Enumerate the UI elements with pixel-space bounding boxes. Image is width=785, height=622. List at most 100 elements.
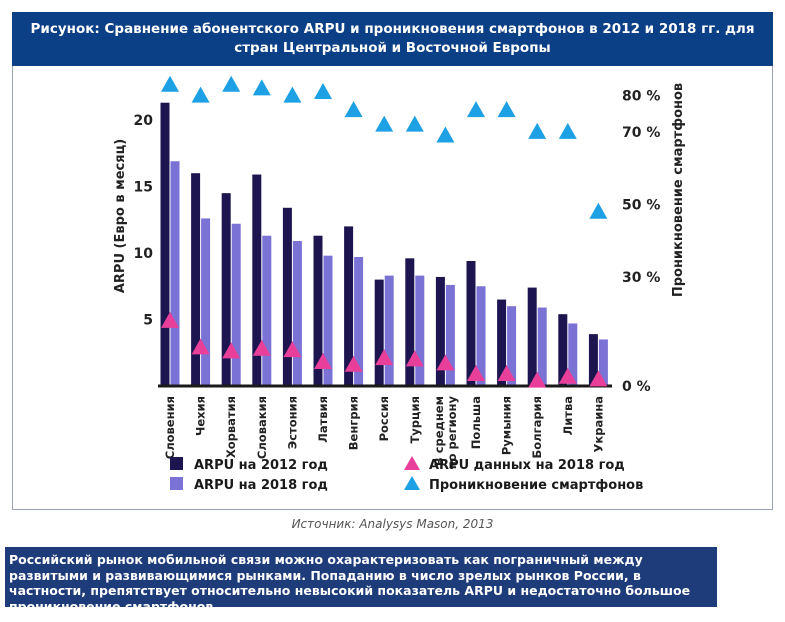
category-label: Словакия xyxy=(255,396,269,459)
marker-smartphone-penetration xyxy=(191,86,210,103)
marker-data-arpu-2018 xyxy=(528,371,547,388)
bar-arpu-2012 xyxy=(160,102,170,387)
marker-smartphone-penetration xyxy=(497,101,516,118)
category-label: Хорватия xyxy=(224,396,238,458)
bar-arpu-2018 xyxy=(445,284,455,386)
marker-smartphone-penetration xyxy=(375,115,394,132)
bar-arpu-2018 xyxy=(598,339,608,386)
bar-arpu-2018 xyxy=(415,275,425,386)
y-right-tick-label: 0 % xyxy=(622,379,651,395)
bar-arpu-2018 xyxy=(384,275,394,386)
legend-label: ARPU данных на 2018 год xyxy=(429,458,625,473)
y-left-tick-label: 10 xyxy=(134,246,154,262)
bar-arpu-2018 xyxy=(292,241,302,386)
marker-data-arpu-2018 xyxy=(436,354,455,371)
y-right-tick-label: 50 % xyxy=(622,198,660,214)
category-label: Латвия xyxy=(316,396,330,443)
marker-data-arpu-2018 xyxy=(191,338,210,355)
marker-smartphone-penetration xyxy=(436,126,455,143)
marker-smartphone-penetration xyxy=(589,202,608,219)
bar-arpu-2018 xyxy=(476,286,486,386)
marker-data-arpu-2018 xyxy=(405,350,424,367)
marker-data-arpu-2018 xyxy=(314,353,332,370)
bar-arpu-2018 xyxy=(507,306,517,386)
marker-data-arpu-2018 xyxy=(375,349,394,366)
figure-frame xyxy=(12,12,773,510)
marker-smartphone-penetration xyxy=(283,86,302,103)
marker-data-arpu-2018 xyxy=(252,339,271,356)
y-left-tick-label: 5 xyxy=(143,313,153,329)
category-label: Чехия xyxy=(194,396,208,436)
marker-smartphone-penetration xyxy=(252,79,271,96)
bar-arpu-2012 xyxy=(405,258,415,386)
bar-arpu-2012 xyxy=(435,276,445,386)
bar-arpu-2012 xyxy=(497,299,507,386)
category-label: Россия xyxy=(377,396,391,441)
marker-data-arpu-2018 xyxy=(497,365,516,382)
bar-arpu-2018 xyxy=(354,256,364,386)
marker-data-arpu-2018 xyxy=(558,367,577,384)
legend-swatch xyxy=(404,456,420,470)
marker-data-arpu-2018 xyxy=(222,342,241,359)
chart-title-line-1: Рисунок: Сравнение абонентского ARPU и п… xyxy=(30,21,755,37)
chart-title: Рисунок: Сравнение абонентского ARPU и п… xyxy=(12,12,773,66)
y-right-tick-label: 70 % xyxy=(622,125,660,141)
y-left-axis-label: ARPU (Евро в месяц) xyxy=(113,139,128,293)
right-axis-ticks: 0 % 30 % 50 % 70 % 80 % xyxy=(622,89,660,395)
category-label: Болгария xyxy=(530,396,544,459)
legend-swatch xyxy=(170,477,183,490)
category-label: Украина xyxy=(591,396,605,452)
marker-data-arpu-2018 xyxy=(467,365,485,382)
marker-smartphone-penetration xyxy=(344,101,363,118)
marker-smartphone-penetration xyxy=(405,115,424,132)
bar-arpu-2018 xyxy=(568,323,578,386)
bars-layer xyxy=(160,102,608,387)
legend-label: Проникновение смартфонов xyxy=(429,478,643,493)
legend-label: ARPU на 2018 год xyxy=(194,478,328,493)
chart-title-line-2: стран Центральной и Восточной Европы xyxy=(234,40,551,56)
marker-smartphone-penetration xyxy=(467,101,485,118)
bar-arpu-2012 xyxy=(558,314,568,386)
source-caption: Источник: Analysys Mason, 2013 xyxy=(291,517,494,531)
y-right-tick-label: 80 % xyxy=(622,89,660,105)
bar-arpu-2012 xyxy=(221,193,231,386)
bar-arpu-2012 xyxy=(282,207,292,386)
bar-arpu-2018 xyxy=(170,161,180,386)
bar-arpu-2012 xyxy=(191,173,201,386)
y-left-tick-label: 20 xyxy=(134,113,154,129)
y-right-tick-label: 30 % xyxy=(622,270,660,286)
category-label: Словения xyxy=(163,396,177,459)
marker-smartphone-penetration xyxy=(314,82,332,99)
category-label: по региону xyxy=(445,396,459,470)
category-label: Турция xyxy=(408,396,422,444)
category-label: Польша xyxy=(469,396,483,449)
summary-note: Российский рынок мобильной связи можно о… xyxy=(5,547,717,614)
bar-arpu-2018 xyxy=(262,235,272,386)
y-left-tick-label: 15 xyxy=(134,180,153,196)
legend-swatch xyxy=(170,457,183,470)
bar-arpu-2012 xyxy=(344,226,354,386)
marker-smartphone-penetration xyxy=(161,75,179,92)
bar-arpu-2012 xyxy=(252,174,262,386)
marker-smartphone-penetration xyxy=(222,75,241,92)
markers-layer xyxy=(161,75,608,388)
y-right-axis-label: Проникновение смартфонов xyxy=(671,83,686,297)
category-labels: Словения Чехия Хорватия Словакия Эстония Латв… xyxy=(163,396,605,470)
bar-arpu-2012 xyxy=(374,279,384,386)
category-label: Эстония xyxy=(285,396,299,449)
category-label: Румыния xyxy=(500,396,514,455)
marker-data-arpu-2018 xyxy=(589,370,608,387)
bar-arpu-2018 xyxy=(537,307,547,386)
legend: ARPU на 2012 год ARPU на 2018 год ARPU дан… xyxy=(170,456,643,493)
bar-arpu-2012 xyxy=(527,287,537,386)
category-label: Венгрия xyxy=(347,396,361,450)
bar-arpu-2012 xyxy=(466,260,476,386)
marker-data-arpu-2018 xyxy=(161,311,179,328)
marker-smartphone-penetration xyxy=(528,122,547,139)
legend-swatch xyxy=(404,476,420,490)
marker-data-arpu-2018 xyxy=(344,355,363,372)
marker-smartphone-penetration xyxy=(558,122,577,139)
bar-arpu-2012 xyxy=(313,235,323,386)
category-label: В среднем xyxy=(432,396,446,466)
marker-data-arpu-2018 xyxy=(283,341,302,358)
